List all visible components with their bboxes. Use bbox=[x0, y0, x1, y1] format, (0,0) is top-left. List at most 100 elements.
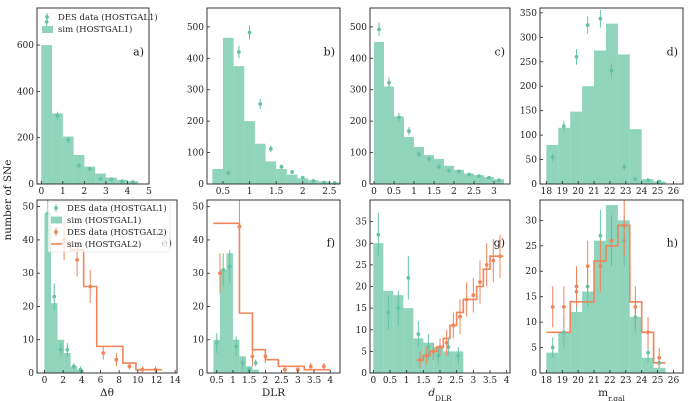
panel-d: 18 19 20 21 22 23 24 25 26 0 50 100 150 200 250 300 350 d… bbox=[520, 7, 684, 197]
legend-data1-marker bbox=[54, 206, 58, 210]
data1-point bbox=[120, 179, 124, 184]
y-tick-label: 15 bbox=[356, 304, 368, 314]
y-tick-label: 40 bbox=[23, 236, 35, 246]
legend-box bbox=[47, 201, 171, 253]
x-axis-label: Δθ bbox=[100, 387, 114, 399]
data2-point bbox=[646, 330, 650, 335]
x-tick-label: 4 bbox=[504, 376, 510, 386]
sim-bar bbox=[414, 146, 424, 184]
sim-bar bbox=[226, 253, 233, 373]
x-tick-label: 1.5 bbox=[416, 376, 431, 386]
data1-point bbox=[633, 177, 638, 182]
sim-bar bbox=[219, 269, 227, 373]
data2-point bbox=[451, 323, 456, 328]
sim2-step-line bbox=[57, 242, 163, 371]
data1-point bbox=[44, 19, 49, 24]
panel-label: f) bbox=[327, 237, 335, 250]
sim-bar bbox=[52, 113, 63, 184]
data2-point bbox=[609, 238, 614, 243]
y-tick-label: 40 bbox=[193, 236, 205, 246]
axes-frame bbox=[539, 199, 684, 374]
data2-point bbox=[444, 340, 449, 345]
data1-point bbox=[417, 152, 421, 157]
panel-a: 0 1 2 3 4 5 0 200 400 600 a) DES data (HOSTGAL1)sim… bbox=[17, 7, 158, 197]
y-tick-label: 100 bbox=[350, 149, 367, 159]
data1-point bbox=[646, 178, 650, 182]
x-tick-label: 24 bbox=[636, 187, 648, 197]
data2-point bbox=[101, 351, 106, 355]
y-tick-label: 0 bbox=[361, 369, 367, 379]
sim-bar bbox=[570, 311, 583, 373]
sim-bar bbox=[605, 205, 618, 373]
legend-sim2-label: sim (HOSTGAL2) bbox=[67, 239, 141, 250]
data1-point bbox=[387, 80, 391, 85]
legend-data1-label: DES data (HOSTGAL1) bbox=[58, 12, 158, 23]
data2-point bbox=[263, 354, 268, 359]
sim-bar bbox=[617, 220, 630, 373]
data2-point bbox=[622, 223, 627, 228]
sim-bar bbox=[383, 290, 394, 373]
panel-label: g) bbox=[494, 237, 505, 250]
data1-point bbox=[416, 332, 421, 336]
data2-point bbox=[561, 304, 566, 309]
sim-bar bbox=[558, 127, 571, 184]
y-tick-label: 20 bbox=[356, 283, 368, 293]
sim-bar bbox=[570, 111, 583, 184]
panel-label: d) bbox=[667, 46, 678, 59]
sim-bar bbox=[62, 136, 74, 184]
sim-bar bbox=[403, 308, 414, 373]
data1-point bbox=[290, 170, 295, 174]
y-tick-label: 200 bbox=[350, 117, 367, 127]
x-tick-label: 6 bbox=[98, 376, 104, 386]
data2-point bbox=[498, 254, 502, 259]
y-tick-label: 600 bbox=[17, 41, 34, 51]
data2-point bbox=[484, 262, 489, 267]
data1-point bbox=[279, 164, 284, 169]
x-tick-label: 1 bbox=[404, 376, 410, 386]
sim-bar bbox=[653, 367, 666, 373]
data2-point bbox=[237, 224, 242, 229]
x-tick-label: 1 bbox=[247, 187, 253, 197]
y-tick-label: 20 bbox=[526, 267, 538, 277]
y-tick-label: 0 bbox=[531, 369, 537, 379]
x-tick-label: 0 bbox=[42, 376, 48, 386]
y-tick-label: 20 bbox=[193, 302, 205, 312]
legend-data2-label: DES data (HOSTGAL2) bbox=[67, 227, 167, 238]
sim-bar bbox=[286, 174, 298, 184]
data1-point bbox=[130, 180, 135, 185]
data1-point bbox=[646, 350, 650, 355]
y-tick-label: 0 bbox=[361, 180, 367, 190]
x-tick-label: 18 bbox=[541, 376, 553, 386]
data1-point bbox=[322, 180, 326, 185]
y-tick-label: 0 bbox=[531, 180, 537, 190]
sim-bar bbox=[546, 144, 559, 184]
x-tick-label: 18 bbox=[541, 187, 553, 197]
panel-g: 0 0.5 1 1.5 2 2.5 3 3.5 4 0 5 10 15 20 25 30 35 g) dDLR bbox=[356, 199, 511, 401]
data1-point bbox=[78, 367, 83, 372]
data1-point bbox=[71, 364, 76, 369]
sim-bar bbox=[44, 213, 51, 373]
y-tick-label: 25 bbox=[526, 242, 538, 252]
sim-bar bbox=[64, 353, 71, 373]
sim-bar bbox=[558, 332, 571, 373]
legend-data1-marker bbox=[45, 15, 49, 19]
x-tick-label: 1.5 bbox=[269, 187, 284, 197]
sim-bar bbox=[434, 158, 444, 184]
data2-point bbox=[127, 364, 132, 369]
data1-point bbox=[300, 175, 305, 180]
y-tick-label: 400 bbox=[350, 54, 367, 64]
sim-bar bbox=[252, 369, 259, 373]
data1-point bbox=[253, 361, 258, 365]
x-tick-label: 1.5 bbox=[427, 187, 442, 197]
data2-point bbox=[282, 367, 287, 372]
y-tick-label: 25 bbox=[356, 261, 368, 271]
x-tick-label: 3 bbox=[295, 376, 301, 386]
x-tick-label: 19 bbox=[557, 187, 569, 197]
data1-point bbox=[622, 164, 627, 169]
x-tick-label: 4 bbox=[125, 187, 131, 197]
y-tick-label: 500 bbox=[187, 23, 204, 33]
x-tick-label: 1 bbox=[60, 187, 66, 197]
panel-label: c) bbox=[495, 46, 505, 59]
